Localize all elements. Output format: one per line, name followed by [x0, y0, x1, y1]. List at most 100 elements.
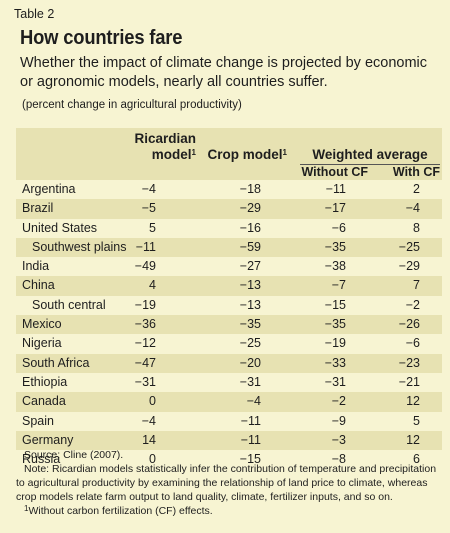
country-cell: South central	[32, 297, 106, 312]
ricardian-cell: 5	[149, 220, 156, 235]
with-cf-cell: 2	[413, 182, 420, 196]
table-row: United States 5 −16 −6 8	[16, 219, 442, 238]
ricardian-cell: −36	[134, 317, 156, 332]
unit-note: (percent change in agricultural producti…	[22, 99, 242, 111]
with-cf-cell: −4	[405, 201, 420, 216]
crop-header-label: Crop model	[207, 147, 283, 162]
ricardian-cell: −31	[134, 374, 156, 389]
crop-cell: −25	[239, 336, 261, 351]
table-row: Spain −4 −11 −9 5	[16, 412, 442, 431]
without-cf-cell: −33	[324, 355, 346, 370]
without-cf-cell: −11	[325, 182, 346, 196]
with-cf-cell: 8	[413, 220, 420, 235]
with-cf-cell: −6	[405, 336, 420, 351]
with-cf-cell: −21	[398, 374, 420, 389]
ricardian-cell: −47	[134, 355, 156, 370]
ricardian-cell: −19	[134, 297, 156, 312]
ricardian-cell: 4	[149, 278, 156, 293]
crop-cell: −35	[239, 317, 261, 332]
with-cf-header: With CF	[392, 165, 440, 179]
table-row: South Africa −47 −20 −33 −23	[16, 353, 442, 373]
table-notes: Source: Cline (2007). Note: Ricardian mo…	[16, 448, 442, 518]
crop-cell: −20	[239, 355, 261, 370]
weighted-average-header: Weighted average	[312, 147, 428, 162]
country-cell: Russia	[22, 452, 61, 467]
country-cell: Spain	[22, 413, 54, 428]
table-row: China 4 −13 −7 7	[16, 276, 442, 296]
table-row: Nigeria −12 −25 −19 −6	[16, 334, 442, 353]
country-cell: Mexico	[22, 317, 62, 332]
method-note: Note: Ricardian models statistically inf…	[16, 463, 437, 503]
crop-cell: −31	[239, 374, 261, 389]
country-cell: United States	[22, 220, 98, 235]
ricardian-cell: 14	[142, 432, 156, 447]
ricardian-cell: −12	[134, 336, 156, 351]
table-label: Table 2	[14, 7, 55, 21]
country-cell: Southwest plains	[32, 239, 127, 254]
without-cf-cell: −17	[324, 201, 346, 216]
without-cf-cell: −38	[324, 259, 346, 274]
without-cf-cell: −9	[331, 413, 346, 428]
with-cf-cell: 6	[413, 452, 420, 467]
with-cf-cell: 12	[406, 432, 420, 447]
without-cf-cell: −19	[324, 336, 346, 351]
ricardian-header-label: Ricardian model	[134, 131, 196, 162]
country-cell: Brazil	[22, 201, 54, 216]
footnote-mark: 1	[282, 148, 287, 157]
crop-cell: −11	[240, 432, 261, 447]
table-header: Ricardian model1 Crop model1 Weighted av…	[16, 128, 442, 180]
ricardian-cell: −5	[141, 201, 156, 216]
with-cf-cell: −26	[398, 317, 420, 332]
footnote: 1Without carbon fertilization (CF) effec…	[16, 504, 442, 518]
ricardian-cell: −4	[141, 413, 156, 428]
without-cf-cell: −35	[324, 239, 346, 254]
table-row: Canada 0 −4 −2 12	[16, 392, 442, 412]
ricardian-cell: 0	[149, 394, 156, 409]
ricardian-cell: −4	[141, 182, 156, 196]
with-cf-cell: −23	[398, 355, 420, 370]
without-cf-cell: −2	[331, 394, 346, 409]
with-cf-cell: 5	[413, 413, 420, 428]
without-cf-cell: −7	[331, 278, 346, 293]
data-table: Ricardian model1 Crop model1 Weighted av…	[16, 128, 442, 469]
crop-cell: −16	[239, 220, 261, 235]
with-cf-cell: 12	[406, 394, 420, 409]
country-cell: India	[22, 259, 50, 274]
table-subtitle: Whether the impact of climate change is …	[20, 55, 428, 90]
crop-cell: −13	[239, 297, 261, 312]
country-cell: Argentina	[22, 182, 76, 196]
crop-column-header: Crop model1	[202, 147, 287, 163]
footnote-mark: 1	[191, 148, 196, 157]
without-cf-header: Without CF	[301, 165, 368, 179]
with-cf-cell: −25	[398, 239, 420, 254]
country-cell: China	[22, 278, 55, 293]
table-row: Mexico −36 −35 −35 −26	[16, 315, 442, 335]
footnote-text: Without carbon fertilization (CF) effect…	[28, 505, 213, 517]
without-cf-cell: −15	[324, 297, 346, 312]
crop-cell: −4	[246, 394, 261, 409]
ricardian-cell: 0	[149, 452, 156, 467]
ricardian-column-header: Ricardian model1	[116, 131, 196, 163]
crop-cell: −13	[239, 278, 261, 293]
with-cf-cell: −29	[398, 259, 420, 274]
table-row: Germany 14 −11 −3 12	[16, 430, 442, 451]
crop-cell: −15	[239, 452, 261, 467]
ricardian-cell: −49	[134, 259, 156, 274]
without-cf-cell: −31	[324, 374, 346, 389]
header-rule	[300, 164, 440, 165]
table-body: Argentina −4 −18 −11 2 Brazil −5 −29 −17 −4 United…	[16, 180, 442, 469]
crop-cell: −27	[239, 259, 261, 274]
table-row: Argentina −4 −18 −11 2	[16, 180, 442, 199]
table-title: How countries fare	[20, 27, 183, 49]
table-row: Southwest plains −11 −59 −35 −25	[16, 237, 442, 258]
table-row: Russia 0 −15 −8 6	[16, 450, 442, 469]
table-row: India −49 −27 −38 −29	[16, 257, 442, 276]
country-cell: Germany	[22, 432, 74, 447]
crop-cell: −11	[240, 413, 261, 428]
crop-cell: −59	[239, 239, 261, 254]
with-cf-cell: −2	[405, 297, 420, 312]
country-cell: Ethiopia	[22, 374, 68, 389]
without-cf-cell: −35	[324, 317, 346, 332]
ricardian-cell: −11	[135, 239, 156, 254]
